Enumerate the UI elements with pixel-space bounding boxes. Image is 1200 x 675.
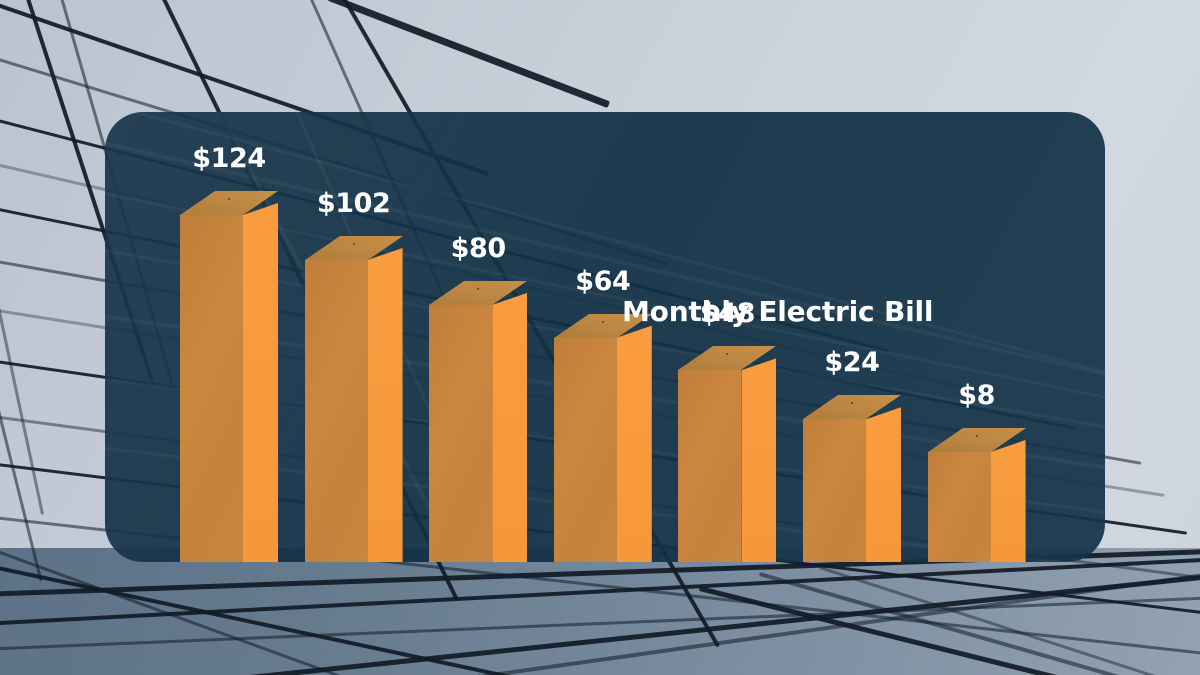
bar-front-face [553,337,617,562]
chart-title: Monthly Electric Bill [622,295,934,328]
bar-value-label: $80 [450,232,507,264]
bar-side-face [741,358,777,562]
bar-apex-dot-icon [726,353,729,356]
bar-top-face [429,280,528,306]
bar-side-face [990,440,1026,562]
bar-apex-dot-icon [228,198,230,200]
bar-side-face [243,203,278,562]
bar-value-label: $102 [316,187,391,219]
bar-side-face [492,292,528,562]
bar-front-face [678,370,742,562]
bar-side-face [866,407,901,562]
bar-apex-dot-icon [851,402,853,405]
bar-value-label: $64 [575,265,631,297]
bar-top-face [180,191,278,216]
bar-apex-dot-icon [352,242,355,245]
bar-top-face [803,395,901,420]
bar-chart: $124 $102 $80 $64 $48 $24 $8 [105,112,1105,562]
bar-side-face [367,247,403,562]
bar-top-face [304,235,403,261]
bar-value-label: $124 [192,143,266,174]
bar-front-face [429,304,493,562]
bar-apex-dot-icon [477,287,480,290]
chart-panel: $124 $102 $80 $64 $48 $24 $8 Monthly Electric … [105,112,1105,562]
bar-apex-dot-icon [601,320,604,323]
bar-front-face [927,452,991,562]
bar-value-label: $48 [699,298,756,330]
bar-front-face [304,259,368,562]
bar-front-face [803,419,866,562]
bar-side-face [616,325,652,562]
bar-value-label: $8 [958,380,995,411]
bar-top-face [927,428,1026,453]
bar-apex-dot-icon [975,435,978,437]
bar-top-face [553,313,652,339]
bar-value-label: $24 [824,347,880,379]
bar-front-face [180,215,243,562]
bar-top-face [678,346,777,371]
